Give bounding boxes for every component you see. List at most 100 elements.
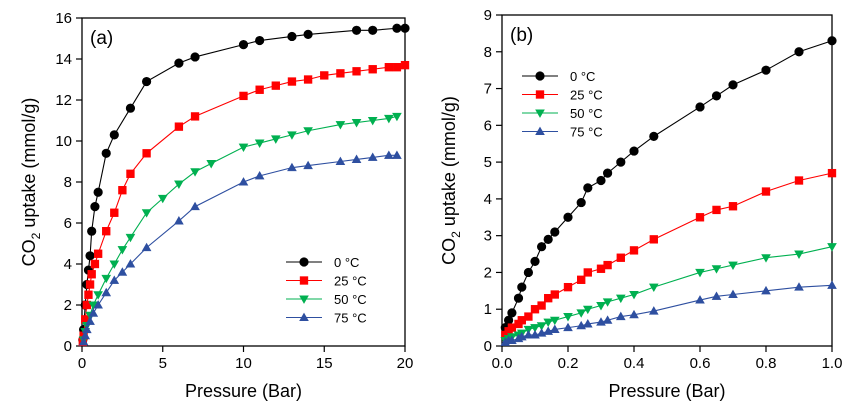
data-point <box>303 160 313 170</box>
y-axis-label-rest: uptake (mmol/g) <box>439 96 459 231</box>
legend: 0 °C 25 °C 50 °C 75 °C <box>522 69 603 140</box>
data-point <box>513 293 524 303</box>
y-tick-label: 10 <box>55 133 72 150</box>
data-point <box>93 291 103 300</box>
data-point <box>174 122 184 131</box>
x-axis-label: Pressure (Bar) <box>608 381 725 401</box>
data-point <box>335 156 346 166</box>
data-point <box>549 316 560 326</box>
data-point <box>761 254 771 263</box>
x-axis-label: Pressure (Bar) <box>185 381 302 401</box>
series-2 <box>78 112 402 345</box>
data-point <box>583 268 592 277</box>
data-point <box>596 175 606 186</box>
data-point <box>616 253 625 262</box>
chart-panel-b: 0.0 0.2 0.4 0.6 0.8 1.0 0 1 2 3 4 5 6 7 8 9 Pressure (Ba… <box>439 7 842 401</box>
data-point <box>351 25 362 35</box>
data-point <box>728 289 738 299</box>
panel-label: (a) <box>90 28 113 49</box>
data-point <box>101 287 112 297</box>
data-point <box>270 135 281 144</box>
data-point <box>303 29 313 40</box>
data-point <box>582 305 593 315</box>
data-point <box>794 250 804 259</box>
data-point <box>255 85 264 94</box>
data-point <box>530 256 540 267</box>
data-point <box>303 127 313 136</box>
y-axis-label-subscript: 2 <box>29 232 43 239</box>
data-point <box>190 52 200 62</box>
data-point <box>88 308 99 317</box>
y-axis-label-main: CO <box>439 238 459 265</box>
data-point <box>238 143 249 153</box>
data-point <box>142 76 152 87</box>
data-point <box>524 312 533 321</box>
data-point <box>320 71 329 80</box>
data-point <box>563 282 573 292</box>
data-point <box>761 285 771 295</box>
data-point <box>761 65 771 75</box>
data-point <box>761 187 771 196</box>
data-point <box>109 260 120 269</box>
data-point <box>629 246 639 255</box>
data-point <box>794 47 804 57</box>
y-axis-label-main: CO <box>19 239 39 266</box>
series-1 <box>501 168 837 340</box>
data-point <box>400 60 410 70</box>
data-point <box>550 290 559 299</box>
data-point <box>254 139 265 148</box>
data-point <box>367 116 378 126</box>
x-tick-label: 20 <box>397 355 414 372</box>
legend-label: 75 °C <box>334 311 367 326</box>
y-axis-label-rest: uptake (mmol/g) <box>19 98 39 233</box>
data-point <box>392 150 402 159</box>
x-tick-label: 0.8 <box>756 355 777 372</box>
data-point <box>190 112 200 121</box>
y-tick-label: 4 <box>484 191 492 208</box>
data-point <box>507 308 517 318</box>
data-point <box>125 103 136 113</box>
data-point <box>602 315 613 324</box>
data-point <box>392 63 402 72</box>
data-point <box>711 265 722 274</box>
data-point <box>583 183 593 193</box>
data-point <box>117 267 128 276</box>
data-point <box>596 302 606 311</box>
data-point <box>109 130 119 140</box>
data-point <box>80 330 91 340</box>
legend-item: 0 °C <box>522 69 595 84</box>
legend-item: 25 °C <box>286 274 367 289</box>
y-tick-label: 4 <box>64 256 72 273</box>
data-point <box>335 121 346 130</box>
x-tick-label: 1.0 <box>822 355 843 372</box>
data-point <box>351 154 362 163</box>
data-point <box>563 313 573 322</box>
data-point <box>615 294 626 304</box>
legend-marker <box>535 71 545 81</box>
legend-label: 50 °C <box>334 292 367 307</box>
data-point <box>85 316 95 325</box>
data-point <box>603 260 612 270</box>
data-point <box>87 226 97 236</box>
data-point <box>392 23 402 33</box>
data-point <box>90 259 100 269</box>
y-tick-label: 6 <box>64 215 72 232</box>
data-point <box>85 251 95 261</box>
series-3 <box>500 280 837 346</box>
data-point <box>351 119 362 128</box>
data-point <box>629 146 639 156</box>
x-tick-label: 0.2 <box>558 355 579 372</box>
series-1 <box>78 60 410 347</box>
x-tick-label: 0.6 <box>690 355 711 372</box>
data-point <box>695 102 705 112</box>
data-point <box>174 216 184 225</box>
data-point <box>794 282 804 291</box>
data-point <box>543 234 553 244</box>
y-tick-label: 7 <box>484 81 492 98</box>
data-point <box>537 301 546 310</box>
data-point <box>712 205 721 215</box>
data-point <box>827 280 837 289</box>
data-point <box>602 298 613 307</box>
legend-label: 25 °C <box>570 88 603 103</box>
